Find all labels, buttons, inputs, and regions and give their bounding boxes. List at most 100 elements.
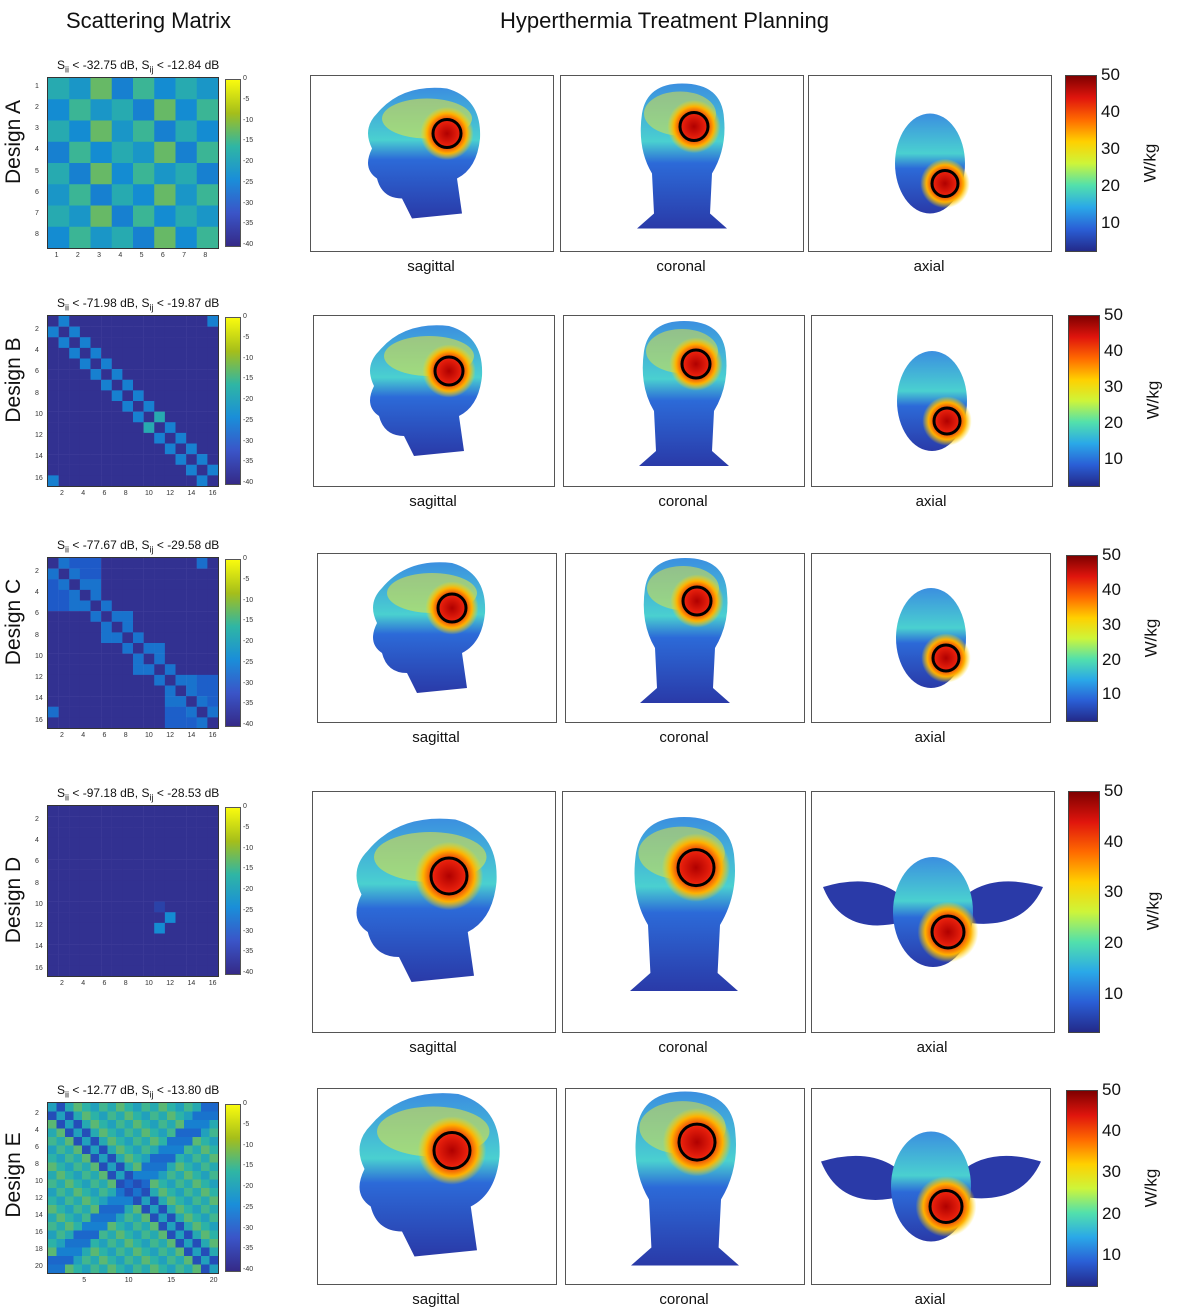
matrix-cell (58, 358, 70, 370)
matrix-cell (167, 1171, 176, 1180)
sar-panel-coronal (565, 1088, 805, 1285)
matrix-cell (48, 891, 59, 902)
matrix-cell (107, 1120, 117, 1129)
matrix-cell (150, 1128, 159, 1138)
matrix-cell (175, 837, 187, 849)
matrix-cell (143, 337, 155, 349)
matrix-cell (175, 369, 187, 380)
matrix-cell (201, 1111, 210, 1121)
matrix-cell (196, 891, 208, 902)
matrix-cell (124, 1222, 134, 1231)
matrix-cell (69, 226, 91, 248)
matrix-cell (164, 696, 176, 707)
matrix-cell (192, 1205, 202, 1214)
matrix-cell (184, 1230, 193, 1240)
matrix-cell (79, 326, 91, 338)
matrix-cell (73, 1205, 83, 1214)
matrix-cell (101, 922, 112, 934)
matrix-cell (48, 880, 59, 892)
matrix-cell (196, 358, 208, 370)
matrix-cell (158, 1205, 168, 1214)
scattering-matrix-title: Sii < -71.98 dB, Sij < -19.87 dB (57, 296, 220, 313)
matrix-cell (111, 933, 123, 945)
matrix-cell (58, 558, 70, 569)
matrix-cell (141, 1264, 151, 1273)
matrix-cell (143, 600, 155, 612)
matrix-cell (73, 1111, 83, 1121)
y-tick-label: 16 (35, 716, 43, 724)
matrix-cell (164, 347, 176, 359)
matrix-cell (154, 422, 166, 434)
matrix-cell (133, 869, 144, 881)
matrix-cell (107, 1128, 117, 1138)
sii-value: -32.75 (82, 58, 117, 72)
matrix-cell (186, 696, 197, 707)
matrix-cell (122, 568, 134, 580)
matrix-cell (122, 464, 134, 476)
matrix-cell (207, 337, 218, 349)
matrix-cell (186, 664, 197, 676)
matrix-cell (158, 1222, 168, 1231)
matrix-cell (167, 1103, 176, 1112)
matrix-cell (196, 205, 218, 228)
matrix-cell (207, 432, 218, 444)
matrix-cell (207, 643, 218, 654)
matrix-cell (196, 837, 208, 849)
matrix-cell (79, 891, 91, 902)
matrix-cell (58, 859, 70, 870)
matrix-cell (209, 1196, 218, 1206)
matrix-cell (164, 848, 176, 860)
matrix-cell (90, 664, 102, 676)
matrix-cell (90, 411, 102, 423)
matrix-cell (48, 1120, 57, 1129)
matrix-cell (164, 706, 176, 718)
view-label-coronal: coronal (659, 1291, 709, 1308)
matrix-cell (48, 1205, 57, 1214)
matrix-cell (48, 859, 59, 870)
matrix-cell (101, 827, 112, 839)
matrix-cell (164, 379, 176, 391)
matrix-cell (133, 621, 144, 633)
matrix-cell (196, 611, 208, 622)
colorbar-tick-label: -35 (243, 700, 254, 708)
matrix-cell (56, 1205, 66, 1214)
matrix-cell (48, 99, 70, 121)
matrix-cell (111, 880, 123, 892)
matrix-cell (58, 422, 70, 434)
matrix-cell (133, 600, 144, 612)
matrix-cell (164, 589, 176, 601)
matrix-cell (141, 1145, 151, 1155)
matrix-cell (122, 358, 134, 370)
matrix-cell (133, 922, 144, 934)
matrix-cell (122, 933, 134, 945)
matrix-cell (186, 464, 197, 476)
matrix-cell (79, 589, 91, 601)
matrix-cell (175, 1256, 185, 1265)
matrix-cell (196, 827, 208, 839)
y-tick-label: 8 (35, 631, 39, 639)
matrix-cell (154, 816, 166, 828)
matrix-cell (158, 1154, 168, 1163)
y-tick-label: 10 (35, 652, 43, 660)
matrix-cell (111, 401, 123, 412)
matrix-cell (99, 1188, 108, 1197)
matrix-cell (90, 933, 102, 945)
matrix-cell (99, 1162, 108, 1172)
matrix-cell (122, 859, 134, 870)
hotspot-glow (915, 1176, 977, 1237)
sii-value: -97.18 (82, 786, 117, 800)
matrix-cell (133, 464, 144, 476)
matrix-cell (101, 411, 112, 423)
matrix-cell (150, 1111, 159, 1121)
matrix-cell (196, 99, 218, 121)
sar-panel-sagittal (317, 1088, 557, 1285)
matrix-cell (150, 1264, 159, 1273)
matrix-cell (79, 912, 91, 924)
matrix-cell (192, 1222, 202, 1231)
matrix-cell (207, 859, 218, 870)
matrix-cell (158, 1145, 168, 1155)
matrix-cell (196, 901, 208, 913)
matrix-cell (58, 685, 70, 697)
matrix-cell (99, 1222, 108, 1231)
colorbar-tick-label: -20 (243, 1183, 254, 1190)
